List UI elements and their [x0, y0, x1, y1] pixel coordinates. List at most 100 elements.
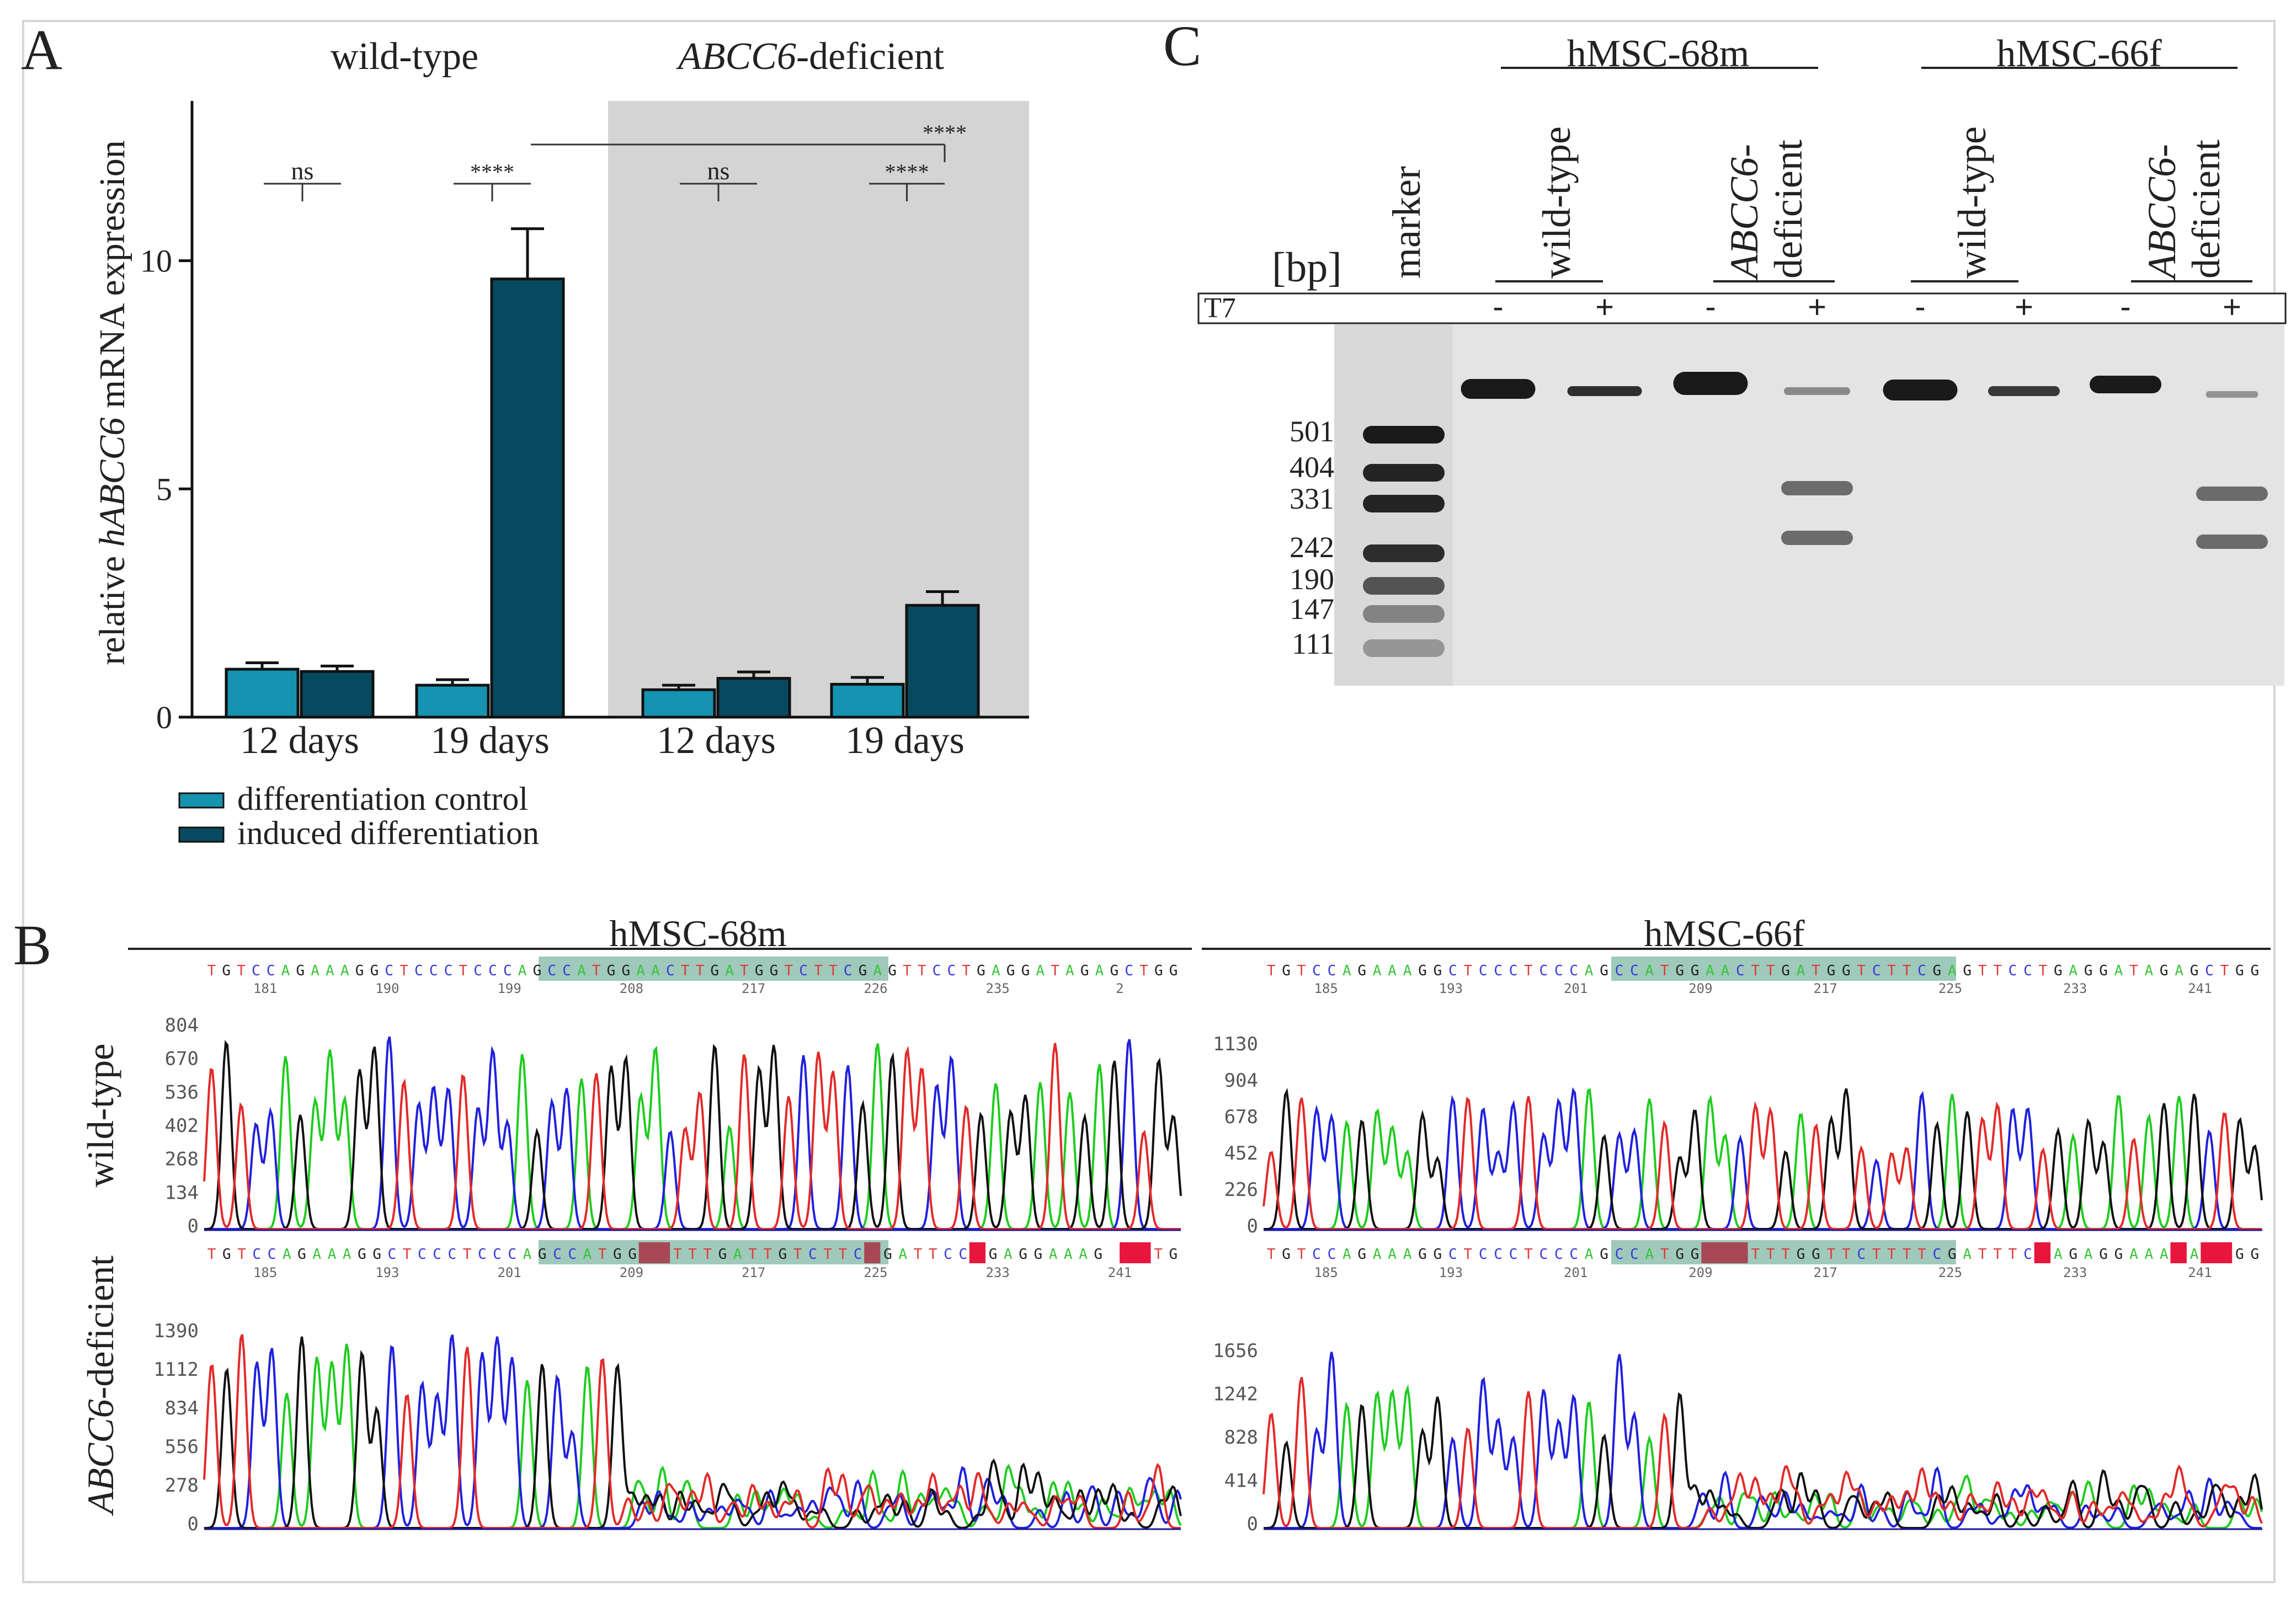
sig-wt-19-label: ****: [470, 159, 514, 184]
legend-label-induced: induced differentiation: [237, 815, 539, 851]
size-label: 147: [1290, 592, 1334, 626]
sequence-base: T: [1051, 963, 1059, 979]
sequence-base: A: [1706, 963, 1714, 979]
sequence-base: A: [1585, 963, 1594, 979]
trace-T: [203, 1043, 1181, 1230]
sequence-base: G: [372, 1246, 381, 1263]
sequence-position: 233: [985, 1265, 1009, 1280]
sequence-base: G: [1019, 1246, 1027, 1263]
group-title-wild-type: wild-type: [331, 35, 478, 78]
sequence-base: C: [1569, 1246, 1578, 1263]
trace-T: [1262, 1096, 2262, 1230]
sequence-base: T: [793, 1246, 802, 1263]
sequence-position: 233: [2063, 981, 2087, 996]
bp-label: [bp]: [1272, 244, 1342, 291]
sequence-base: C: [252, 963, 260, 979]
y-axis-label-gene: hABCC6: [92, 418, 132, 547]
sequence-position: 217: [742, 981, 765, 996]
sequence-base: G: [755, 963, 764, 979]
legend-swatch-control: [178, 792, 225, 809]
sequence-base: T: [1297, 1246, 1306, 1263]
ladder-band: [1363, 426, 1445, 444]
sequence-base: G: [538, 1246, 547, 1263]
sequence-position: 233: [2063, 1265, 2087, 1280]
row-label-suffix: -deficient: [79, 1256, 121, 1400]
sequence-base: A: [1079, 1246, 1088, 1263]
sig-wt-12-label: ns: [291, 157, 314, 185]
sequence-base: A: [2084, 1246, 2093, 1263]
trace-y-tick: 134: [165, 1182, 199, 1204]
trace-title-66f: hMSC-66f: [1644, 912, 1805, 954]
trace-y-tick: 834: [165, 1397, 199, 1419]
sequence-base: G: [1812, 1246, 1820, 1263]
sequence-base: C: [1448, 1246, 1457, 1263]
trace-y-tick: 0: [188, 1215, 199, 1237]
sequence-base: C: [1736, 963, 1745, 979]
sequence-base: T: [237, 963, 246, 979]
sequence-base: T: [814, 963, 823, 979]
sequence-position: 241: [2188, 1265, 2212, 1280]
sequence-base: T: [1993, 963, 2002, 979]
sequence-base: G: [2069, 1246, 2077, 1263]
sequence-base: G: [1675, 1246, 1684, 1263]
trace-y-tick: 828: [1224, 1427, 1258, 1449]
sequence-base: G: [1357, 1246, 1366, 1263]
sequence-position: 226: [864, 981, 887, 996]
sequence-position: 2: [1116, 981, 1123, 996]
sequence-base: T: [696, 963, 705, 979]
mismatch-marker: [2034, 1242, 2051, 1263]
sequence-base: C: [808, 1246, 817, 1263]
sequence-base: T: [1887, 1246, 1896, 1263]
sequence-base: T: [237, 1246, 246, 1263]
trace-G: [1264, 1087, 2263, 1230]
sequence-base: G: [1169, 1246, 1178, 1263]
sequence-base: T: [688, 1246, 697, 1263]
sequence-base: G: [628, 1246, 637, 1263]
sequence-base: C: [933, 963, 941, 979]
sequence-base: C: [1630, 1246, 1639, 1263]
y-axis-label-post: mRNA expression: [92, 140, 132, 417]
sequence-base: A: [1036, 963, 1045, 979]
sequence-base: A: [1066, 963, 1074, 979]
sequence-base: G: [1110, 963, 1118, 979]
y-tick-label: 10: [140, 243, 172, 279]
sequence-base: A: [2175, 963, 2183, 979]
sequence-base: A: [1403, 963, 1412, 979]
sequence-base: G: [296, 963, 305, 979]
sequence-base: G: [2084, 963, 2093, 979]
sequence-base: T: [1463, 1246, 1472, 1263]
sequence-position: 217: [1813, 981, 1837, 996]
sequence-base: A: [2054, 1246, 2063, 1263]
sequence-base: A: [1095, 963, 1104, 979]
sequence-base: T: [592, 963, 601, 979]
trace-T: [203, 1334, 1181, 1529]
sequence-base: T: [1660, 1246, 1669, 1263]
sequence-base: G: [621, 963, 630, 979]
sequence-base: C: [844, 963, 853, 979]
sequence-base: T: [681, 963, 690, 979]
sequence-highlight: [1611, 957, 1956, 981]
sequence-base: A: [577, 963, 586, 979]
sequence-base: C: [418, 1246, 427, 1263]
sequence-base: T: [207, 963, 216, 979]
sequence-base: T: [598, 1246, 607, 1263]
trace-y-tick: 1656: [1213, 1340, 1258, 1362]
panel-b-label: B: [13, 914, 51, 977]
sequence-base: A: [1585, 1246, 1594, 1263]
sequence-base: C: [1509, 1246, 1518, 1263]
sequence-base: G: [1418, 963, 1427, 979]
trace-A: [204, 1343, 1182, 1529]
sequence-base: A: [2069, 963, 2077, 979]
sequence-base: G: [888, 963, 897, 979]
sequence-base: A: [340, 963, 349, 979]
sequence-base: C: [1554, 1246, 1563, 1263]
sequence-base: G: [2235, 963, 2244, 979]
sequence-position: 209: [620, 1265, 643, 1280]
sequence-base: G: [1933, 963, 1942, 979]
sequence-position: 235: [985, 981, 1009, 996]
sequence-base: A: [1064, 1246, 1073, 1263]
sequence-position: 199: [497, 981, 521, 996]
sequence-position: 201: [1564, 1265, 1588, 1280]
sequence-base: A: [1948, 963, 1957, 979]
sequence-base: C: [947, 963, 956, 979]
